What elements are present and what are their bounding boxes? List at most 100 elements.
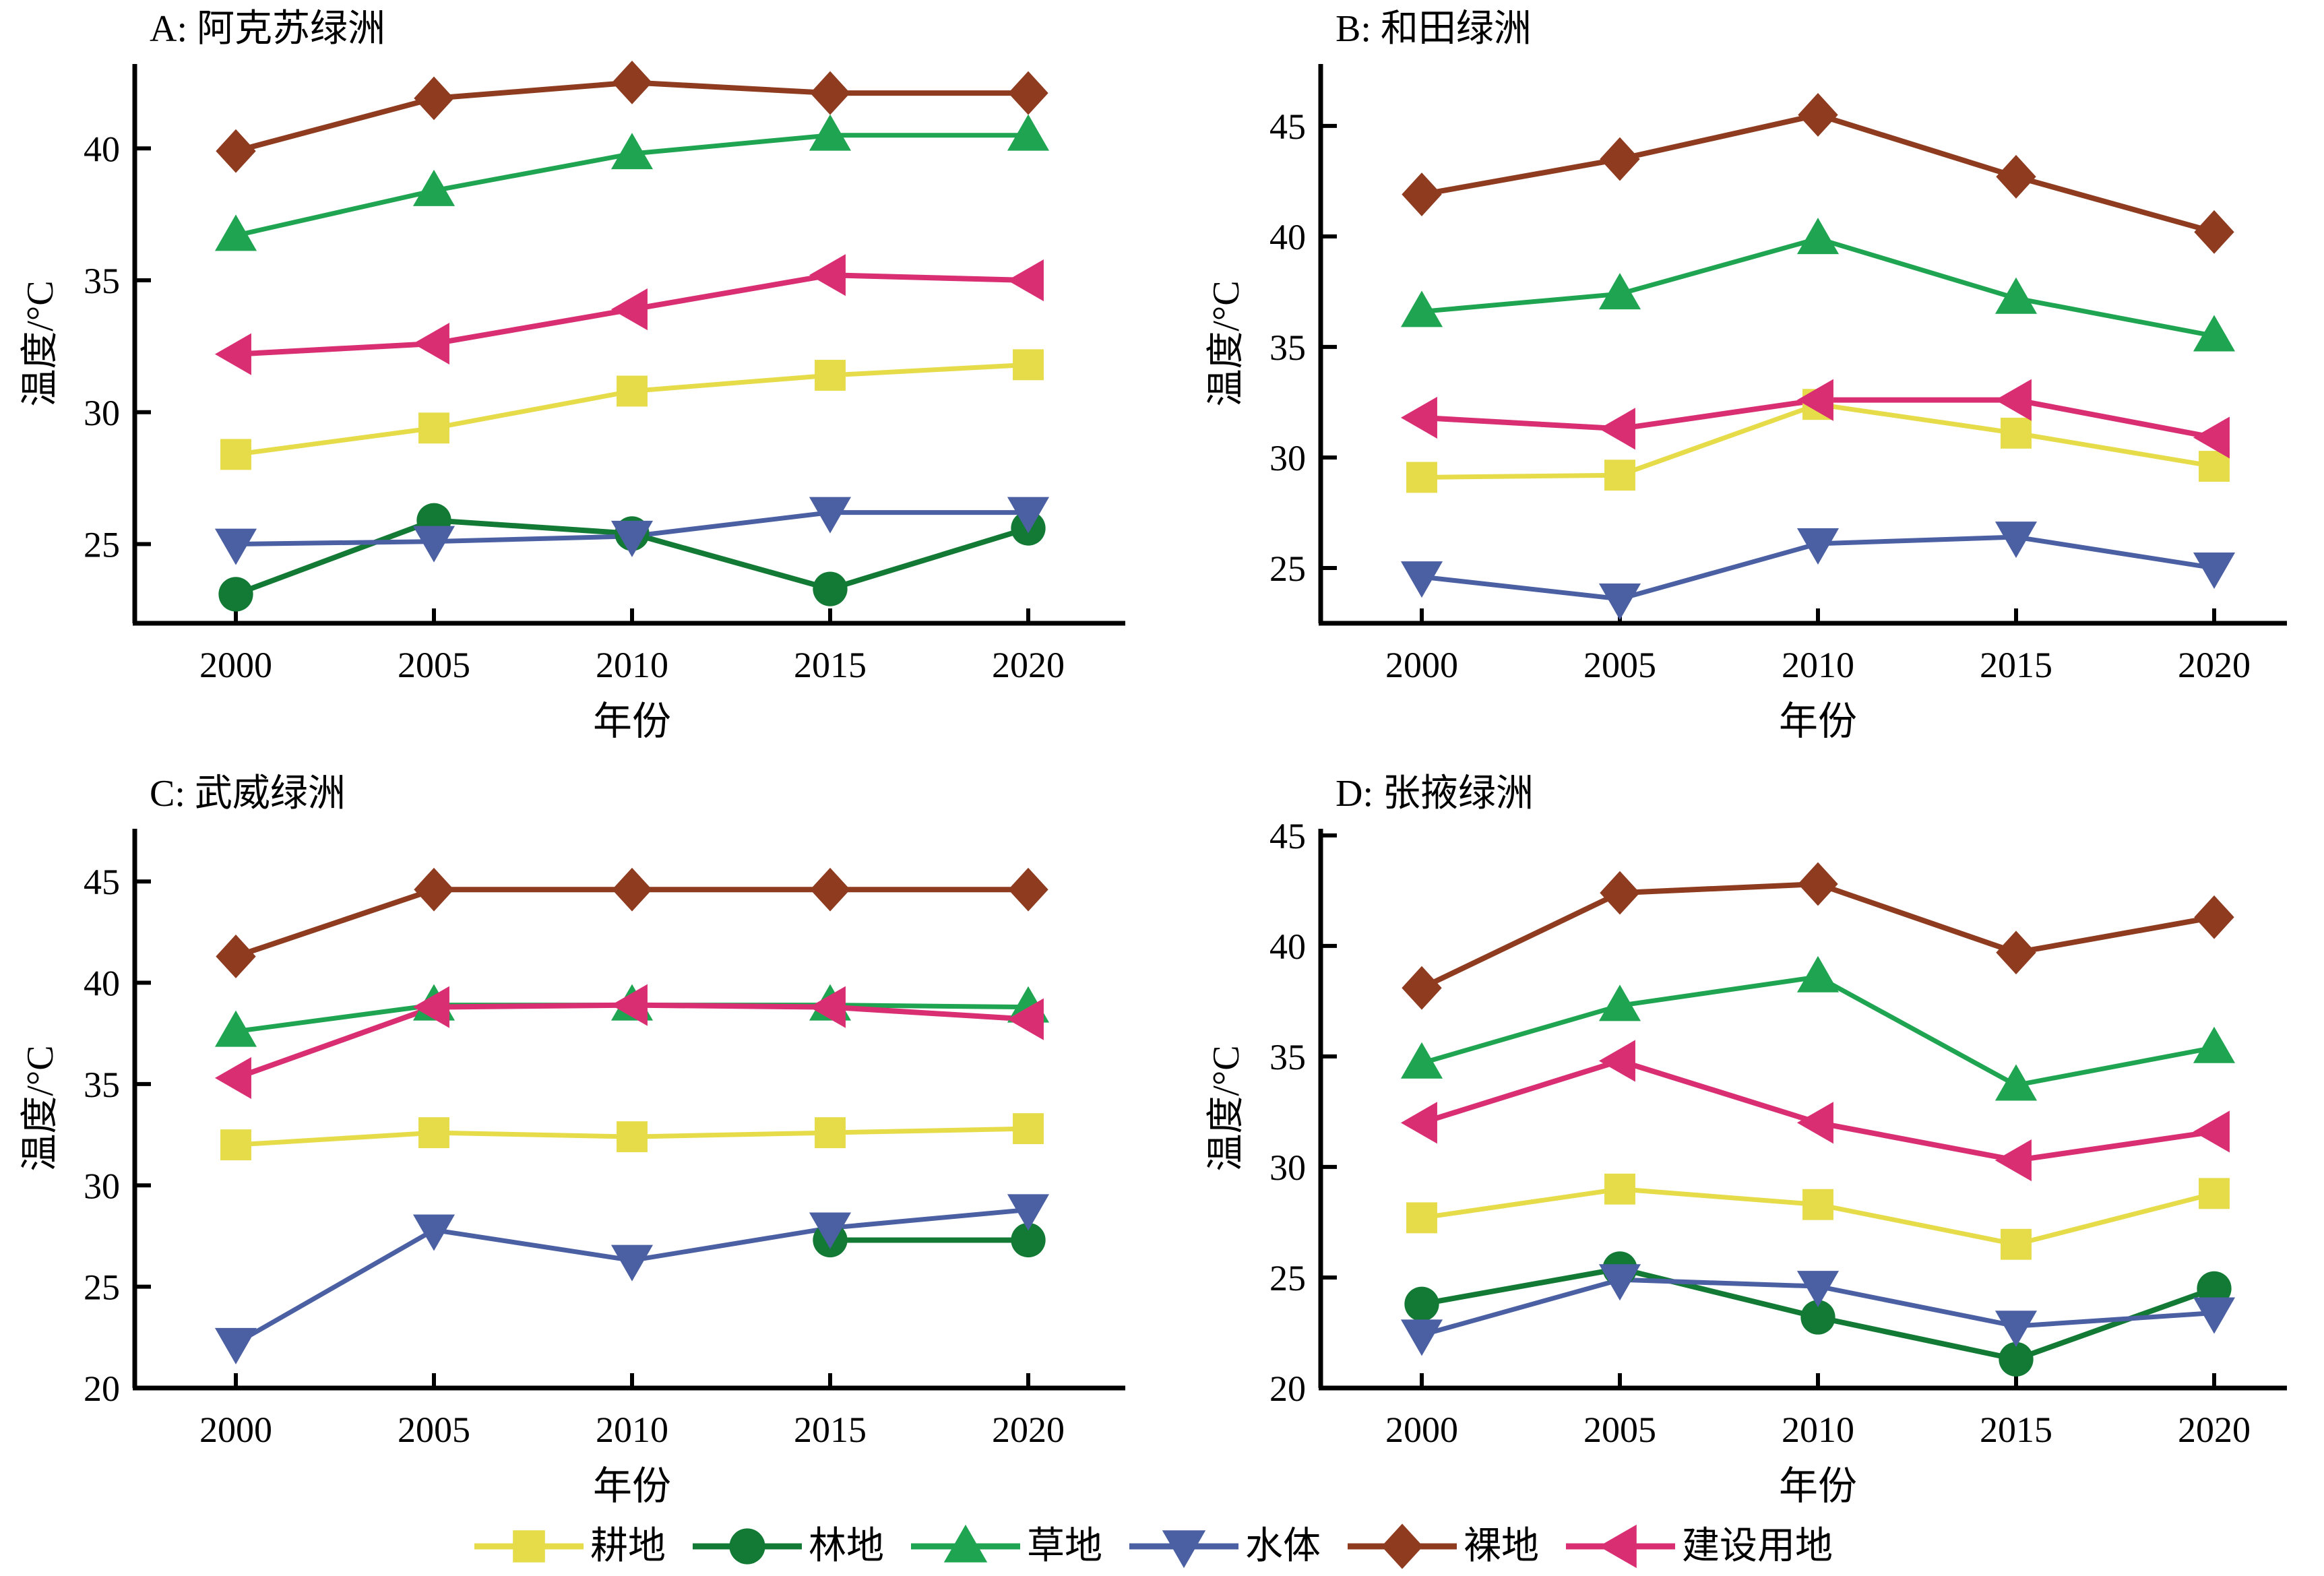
x-tick-label: 2005 [398,1410,470,1450]
y-axis-label: 温度/°C [1205,280,1247,406]
data-point-bare [612,61,652,104]
y-tick-label: 45 [1269,816,1306,856]
data-point-bare [2194,895,2234,939]
data-point-forest [218,577,253,612]
chart-zhangye: 20 25 30 35 40 45 2000 2005 2010 2015 2020 年份 温度/°C [1205,816,2287,1508]
panel-hotan: B: 和田绿洲 25 30 35 40 45 2000 2005 2010 2015 2020 年份… [1186,0,2324,761]
x-tick-label: 2015 [1980,645,2052,685]
data-point-bare [1008,867,1048,912]
data-point-built [809,254,846,296]
data-point-bare [414,867,454,912]
x-tick-label: 2005 [398,645,470,685]
y-tick-label: 25 [1269,1258,1306,1298]
data-point-cropland [617,1121,648,1153]
legend-item-bare: 裸地 [1345,1519,1539,1573]
data-point-built [1995,1139,2032,1182]
data-point-bare [1996,154,2036,199]
data-point-water [1796,1271,1840,1308]
y-tick-label: 25 [84,1267,120,1308]
data-point-grassland [1400,1042,1443,1079]
legend-marker-forest [729,1528,765,1565]
y-tick-label: 25 [84,525,120,565]
data-point-grassland [1796,218,1840,255]
data-point-forest [1011,1222,1046,1258]
data-point-bare [1600,871,1640,915]
data-point-bare [216,935,256,978]
data-point-bare [216,129,256,173]
data-point-cropland [418,1117,449,1149]
data-point-bare [810,867,850,912]
data-point-built [1400,396,1437,439]
data-point-grassland [214,214,257,251]
data-point-water [412,526,456,563]
data-point-forest [1999,1342,2034,1377]
data-point-water [1598,583,1641,620]
data-point-grassland [214,1010,257,1047]
legend-item-built: 建设用地 [1563,1519,1833,1573]
data-point-cropland [1406,462,1437,493]
data-point-bare [1008,71,1048,115]
chart-aksu: 25 30 35 40 2000 2005 2010 2015 2020 年份 温度/°C [20,61,1125,743]
data-point-grassland [1598,273,1641,310]
panel-aksu: A: 阿克苏绿洲 25 30 35 40 2000 2005 2010 2015 2020 年份 温… [0,0,1162,761]
data-point-water [214,528,257,565]
data-point-cropland [1604,1173,1635,1205]
data-point-cropland [1604,460,1635,491]
data-point-water [1400,1319,1443,1356]
data-point-water [214,1327,257,1364]
data-point-water [1400,561,1443,598]
circle-marker-icon [693,1528,802,1565]
x-tick-label: 2020 [2178,1410,2251,1450]
legend-label: 林地 [809,1525,884,1567]
legend-marker-grassland [943,1524,988,1563]
data-point-grassland [1995,1064,2038,1101]
data-point-built [2193,416,2230,459]
data-point-cropland [2199,451,2230,482]
data-point-cropland [220,439,251,470]
legend-item-water: 水体 [1127,1519,1321,1573]
data-point-built [214,1057,251,1099]
data-point-bare [810,71,850,115]
legend-item-grassland: 草地 [908,1519,1102,1573]
y-axis-label: 温度/°C [20,1045,61,1171]
data-point-water [2193,553,2236,590]
x-axis-label: 年份 [1779,1464,1857,1508]
y-tick-label: 30 [84,1166,120,1206]
data-point-grassland [1796,955,1840,992]
panel-title: B: 和田绿洲 [1336,8,1532,50]
legend: 耕地 林地 草地 水体 裸地 建设用地 [472,1519,1833,1573]
legend-label: 水体 [1245,1525,1321,1567]
chart-wuwei: 20 25 30 35 40 45 2000 2005 2010 2015 2020 年份 温度/°C [20,829,1125,1508]
panel-title: D: 张掖绿洲 [1336,773,1534,815]
y-tick-label: 20 [84,1368,120,1409]
data-point-built [2193,1110,2230,1153]
data-point-water [412,1214,456,1251]
data-point-bare [1798,93,1838,137]
data-point-built [610,984,648,1026]
panel-wuwei: C: 武威绿洲 20 25 30 35 40 45 2000 2005 2010 2015 2020… [0,765,1162,1526]
data-point-built [214,333,251,375]
legend-item-cropland: 耕地 [472,1519,666,1573]
x-tick-label: 2000 [1385,1410,1458,1450]
y-tick-label: 45 [1269,106,1306,147]
data-point-water [1007,1194,1050,1231]
data-point-cropland [815,360,846,391]
data-point-grassland [412,169,456,206]
legend-label: 耕地 [590,1525,666,1567]
data-point-forest [813,571,848,606]
data-point-cropland [1013,1113,1044,1145]
data-point-water [809,1212,852,1249]
data-point-water [1796,528,1840,565]
data-point-built [809,986,846,1028]
x-tick-label: 2015 [794,1410,867,1450]
panel-zhangye: D: 张掖绿洲 20 25 30 35 40 45 2000 2005 2010 2015 2020… [1186,765,2324,1526]
x-tick-label: 2000 [199,645,272,685]
y-tick-label: 35 [84,261,120,301]
data-point-grassland [1400,290,1443,327]
x-axis-label: 年份 [1779,699,1857,743]
data-point-built [1007,259,1044,302]
square-marker-icon [474,1530,584,1563]
triangle-left-marker-icon [1566,1524,1675,1569]
data-point-built [610,288,648,331]
data-point-forest [1800,1300,1835,1335]
